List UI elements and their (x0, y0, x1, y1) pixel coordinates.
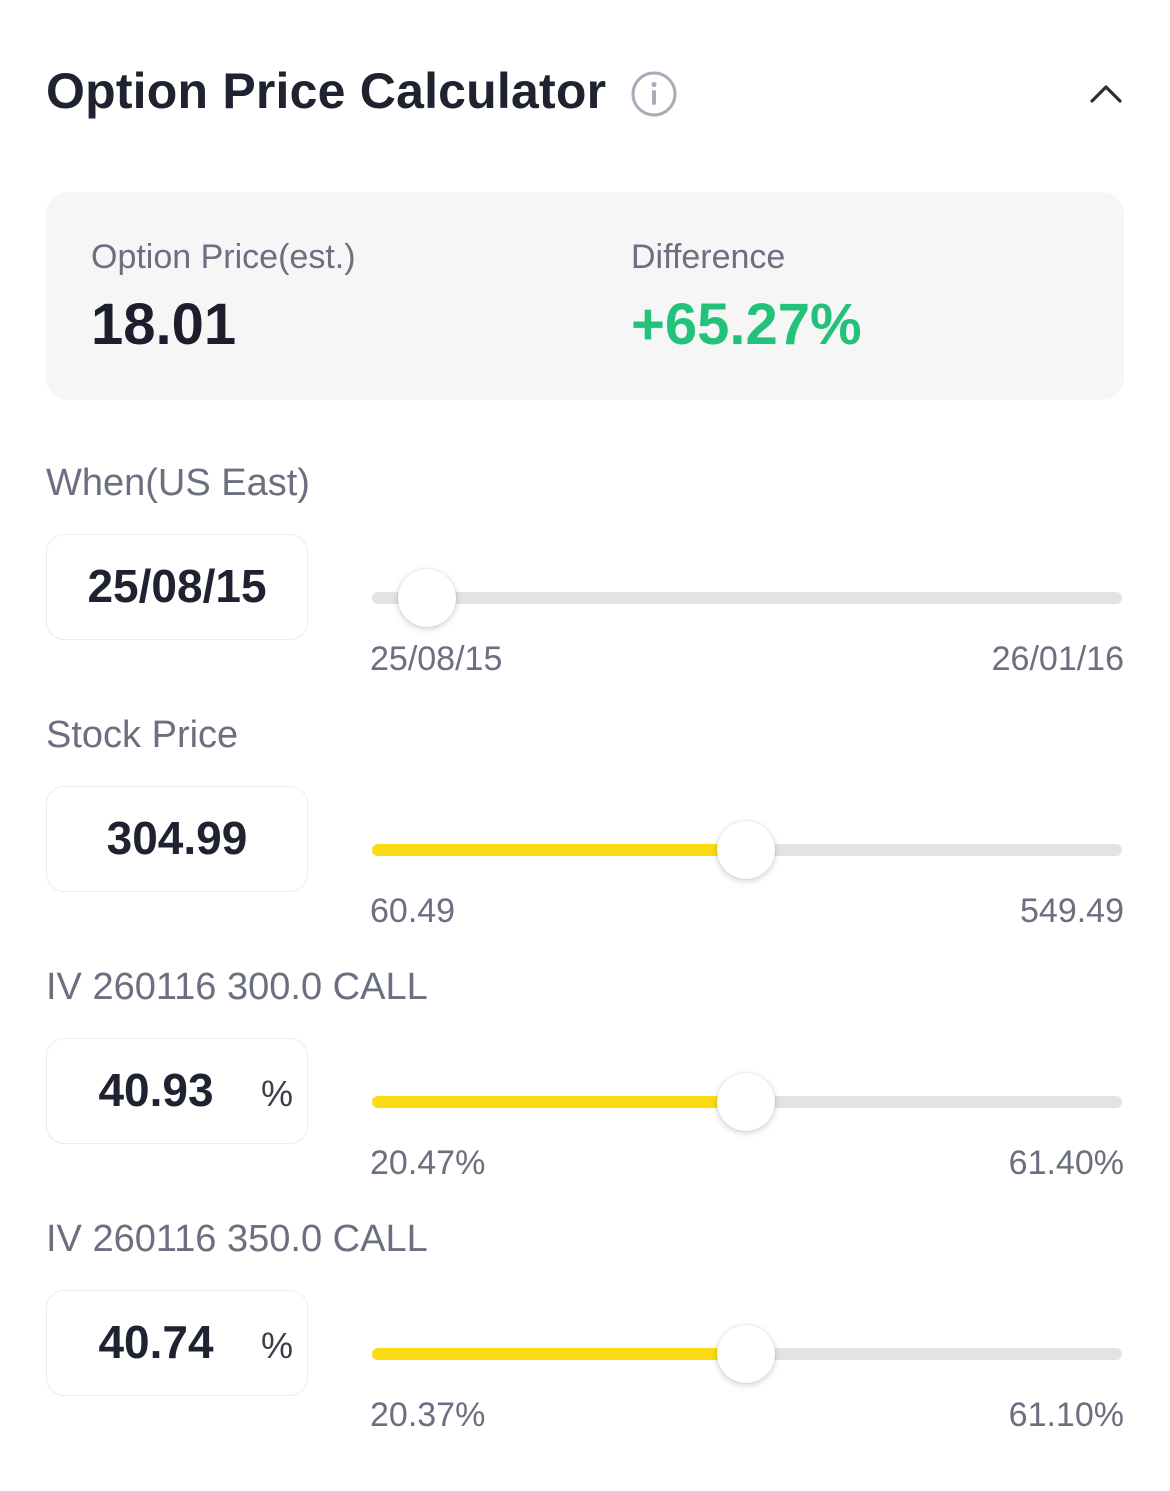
stock-price-label: Stock Price (46, 714, 239, 756)
slider-fill (372, 844, 746, 856)
slider-thumb[interactable] (717, 821, 775, 879)
option-price-block: Option Price(est.) 18.01 (91, 238, 356, 358)
iv-300-range-max: 61.40% (1008, 1144, 1124, 1182)
page-title: Option Price Calculator (46, 63, 607, 119)
iv-300-slider[interactable] (370, 1071, 1122, 1131)
slider-fill (372, 1096, 746, 1108)
iv-350-section: IV 260116 350.0 CALL 40.74 % 20.37% 61.1… (46, 1218, 1124, 1434)
percent-unit: % (260, 1325, 293, 1366)
iv-300-label: IV 260116 300.0 CALL (46, 966, 428, 1008)
stock-range-max: 549.49 (1020, 892, 1124, 930)
iv-350-range-max: 61.10% (1008, 1396, 1124, 1434)
iv-300-section: IV 260116 300.0 CALL 40.93 % 20.47% 61.4… (46, 966, 1124, 1182)
iv-300-field[interactable]: 40.93 % (46, 1038, 308, 1144)
percent-unit: % (260, 1073, 293, 1114)
iv-350-slider[interactable] (370, 1323, 1122, 1383)
date-value: 25/08/15 (87, 560, 267, 612)
slider-fill (372, 1348, 746, 1360)
calculator-header: Option Price Calculator (46, 58, 1124, 130)
difference-label: Difference (631, 238, 786, 276)
difference-value: +65.27% (631, 292, 862, 357)
iv-300-range-min: 20.47% (370, 1144, 486, 1182)
iv-350-field[interactable]: 40.74 % (46, 1290, 308, 1396)
stock-price-slider[interactable] (370, 819, 1122, 879)
chevron-up-icon[interactable] (1088, 76, 1124, 112)
option-price-label: Option Price(est.) (91, 238, 356, 276)
when-section: When(US East) 25/08/15 25/08/15 26/01/16 (46, 462, 1124, 678)
date-field[interactable]: 25/08/15 (46, 534, 308, 640)
stock-price-section: Stock Price 304.99 60.49 549.49 (46, 714, 1124, 930)
iv-300-value: 40.93 (98, 1064, 214, 1116)
stock-range-min: 60.49 (370, 892, 456, 930)
slider-thumb[interactable] (717, 1073, 775, 1131)
slider-track (372, 592, 1122, 604)
date-range-min: 25/08/15 (370, 640, 503, 678)
info-icon[interactable] (630, 70, 678, 118)
slider-thumb[interactable] (717, 1325, 775, 1383)
summary-card: Option Price(est.) 18.01 Difference +65.… (46, 192, 1124, 400)
option-price-value: 18.01 (91, 292, 237, 357)
stock-price-value: 304.99 (106, 812, 248, 864)
iv-350-value: 40.74 (98, 1316, 214, 1368)
iv-350-range-min: 20.37% (370, 1396, 486, 1434)
date-range-max: 26/01/16 (991, 640, 1124, 678)
difference-block: Difference +65.27% (631, 238, 862, 358)
when-label: When(US East) (46, 462, 310, 504)
date-slider[interactable] (370, 567, 1122, 627)
iv-350-label: IV 260116 350.0 CALL (46, 1218, 428, 1260)
slider-thumb[interactable] (397, 569, 456, 627)
stock-price-field[interactable]: 304.99 (46, 786, 308, 892)
